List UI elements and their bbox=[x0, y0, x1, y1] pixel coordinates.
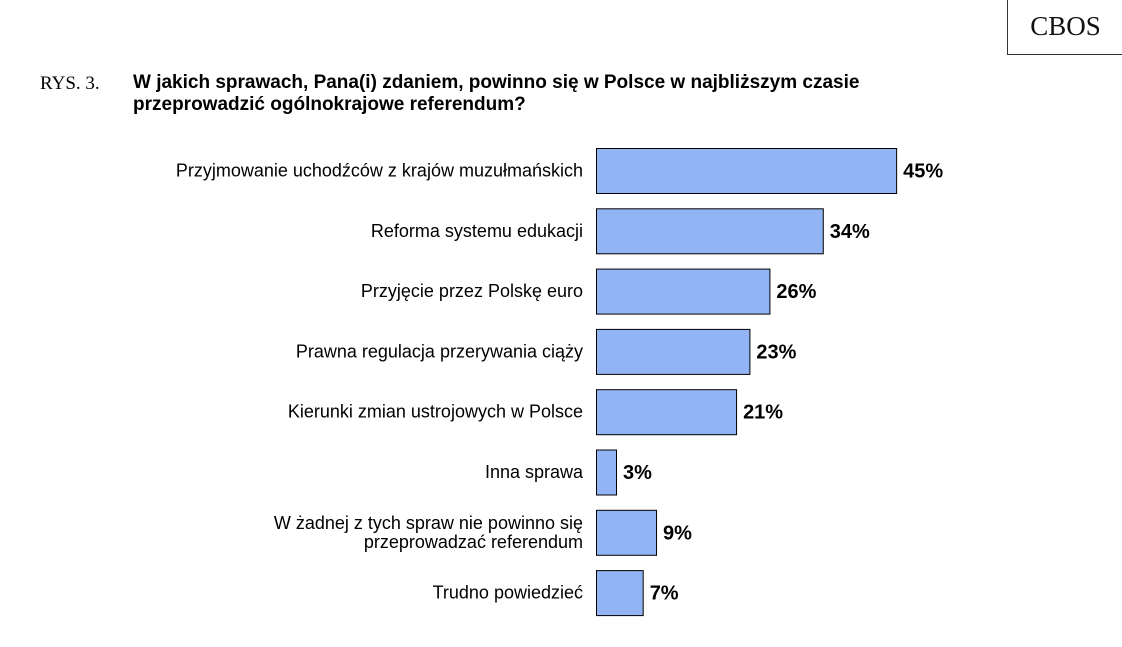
logo-box: CBOS bbox=[1007, 0, 1122, 55]
bar-3 bbox=[596, 268, 771, 315]
category-label-6: Inna sprawa bbox=[485, 462, 584, 482]
value-label-5: 21% bbox=[743, 402, 783, 424]
bar-8 bbox=[596, 570, 644, 617]
figure-number: RYS. 3. bbox=[40, 73, 100, 94]
value-label-6: 3% bbox=[623, 462, 652, 484]
category-label-3: Przyjęcie przez Polskę euro bbox=[361, 281, 583, 301]
value-label-3: 26% bbox=[776, 281, 816, 303]
value-label-1: 45% bbox=[903, 161, 943, 183]
bar-5 bbox=[596, 389, 738, 436]
category-label-1: Przyjmowanie uchodźców z krajów muzułmań… bbox=[176, 161, 583, 181]
chart-title-line-1: W jakich sprawach, Pana(i) zdaniem, powi… bbox=[133, 72, 860, 93]
cbos-logo: CBOS bbox=[1030, 10, 1101, 41]
category-label-7-line-1: W żadnej z tych spraw nie powinno się bbox=[274, 513, 583, 533]
category-label-8: Trudno powiedzieć bbox=[433, 583, 583, 603]
category-label-4: Prawna regulacja przerywania ciąży bbox=[296, 341, 583, 361]
value-label-2: 34% bbox=[830, 221, 870, 243]
value-label-8: 7% bbox=[650, 583, 679, 605]
value-label-4: 23% bbox=[756, 341, 796, 363]
category-label-2: Reforma systemu edukacji bbox=[371, 221, 583, 241]
bar-6 bbox=[596, 449, 618, 496]
category-label-5: Kierunki zmian ustrojowych w Polsce bbox=[288, 402, 583, 422]
bar-7 bbox=[596, 509, 658, 556]
bar-2 bbox=[596, 208, 824, 255]
value-label-7: 9% bbox=[663, 522, 692, 544]
bar-4 bbox=[596, 328, 751, 375]
chart-title-line-2: przeprowadzić ogólnokrajowe referendum? bbox=[133, 94, 526, 115]
bar-1 bbox=[596, 148, 898, 194]
category-label-7-line-2: przeprowadzać referendum bbox=[364, 532, 583, 552]
chart-title: W jakich sprawach, Pana(i) zdaniem, powi… bbox=[133, 72, 993, 116]
